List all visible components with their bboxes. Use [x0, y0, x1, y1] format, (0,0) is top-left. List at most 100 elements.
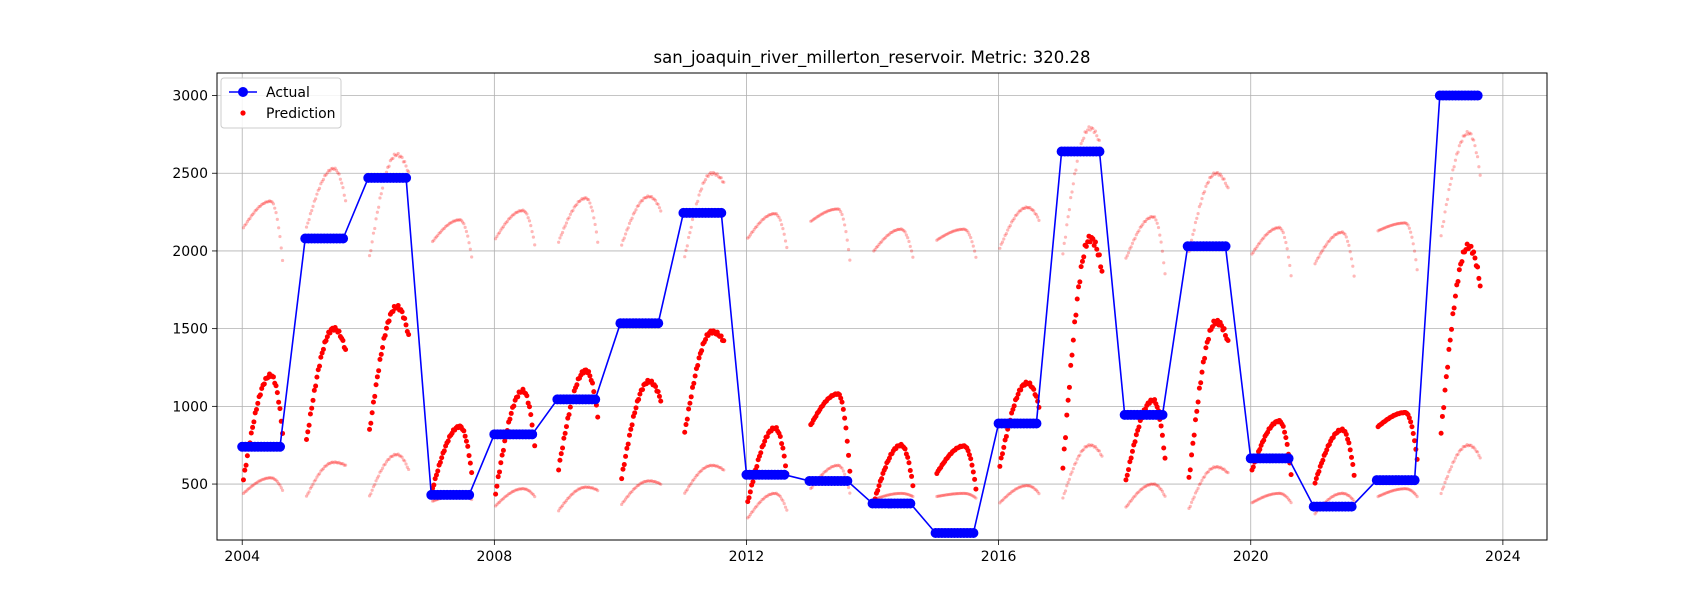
prediction-point	[685, 244, 689, 248]
prediction-point	[1073, 462, 1077, 466]
prediction-point	[751, 229, 755, 234]
actual-point	[1346, 501, 1357, 512]
prediction-point	[509, 490, 513, 495]
prediction-point	[261, 477, 265, 481]
prediction-point	[250, 424, 256, 430]
prediction-point	[568, 212, 572, 216]
prediction-point	[1255, 244, 1259, 248]
prediction-point	[563, 500, 567, 504]
prediction-point	[1217, 173, 1221, 177]
prediction-point	[1126, 251, 1131, 255]
prediction-point	[241, 226, 246, 230]
prediction-point	[241, 491, 246, 496]
prediction-point	[306, 492, 310, 496]
prediction-point	[1034, 212, 1038, 217]
prediction-point	[764, 215, 768, 219]
prediction-point	[1406, 487, 1410, 491]
prediction-point	[407, 467, 411, 472]
prediction-point	[1036, 490, 1040, 494]
prediction-point	[382, 463, 386, 467]
prediction-point	[512, 213, 516, 217]
prediction-point	[650, 194, 654, 199]
prediction-point	[1390, 489, 1394, 493]
prediction-point	[1442, 219, 1446, 224]
prediction-point	[965, 491, 969, 496]
prediction-point	[1340, 230, 1344, 234]
prediction-point	[1026, 484, 1031, 488]
prediction-point	[764, 494, 768, 498]
prediction-point	[1269, 492, 1274, 496]
prediction-point	[640, 387, 646, 393]
prediction-point	[643, 196, 647, 200]
prediction-point	[765, 214, 769, 219]
prediction-point	[403, 459, 407, 463]
prediction-point	[997, 463, 1003, 469]
prediction-point	[576, 487, 580, 491]
prediction-point	[635, 204, 639, 208]
prediction-point	[718, 466, 722, 470]
prediction-point	[1129, 245, 1133, 249]
prediction-point	[1405, 222, 1409, 226]
prediction-point	[827, 209, 831, 213]
prediction-point	[559, 505, 563, 509]
prediction-point	[507, 492, 511, 496]
prediction-point	[711, 463, 715, 467]
prediction-point	[1132, 238, 1136, 242]
prediction-point	[1067, 477, 1072, 481]
prediction-point	[1030, 208, 1035, 212]
prediction-point	[1015, 213, 1019, 217]
prediction-point	[774, 212, 779, 216]
prediction-point	[503, 222, 507, 226]
prediction-point	[1332, 493, 1337, 497]
prediction-point	[1397, 487, 1401, 491]
prediction-point	[1088, 128, 1092, 132]
prediction-point	[470, 255, 474, 259]
prediction-point	[1016, 211, 1020, 215]
prediction-point	[1139, 487, 1144, 491]
prediction-point	[378, 196, 382, 200]
actual-point	[905, 498, 916, 509]
prediction-point	[580, 197, 584, 201]
prediction-point	[709, 171, 713, 175]
prediction-point	[1008, 224, 1012, 228]
prediction-point	[948, 230, 952, 235]
prediction-point	[1160, 489, 1165, 494]
prediction-point	[882, 237, 886, 241]
prediction-point	[1218, 172, 1222, 176]
prediction-point	[567, 216, 571, 220]
prediction-point	[267, 476, 272, 480]
prediction-point	[648, 195, 652, 199]
prediction-point	[1142, 220, 1146, 224]
prediction-point	[446, 223, 450, 227]
prediction-point	[710, 172, 714, 177]
prediction-point	[270, 200, 274, 204]
prediction-point	[935, 238, 939, 242]
prediction-point	[1349, 496, 1354, 500]
prediction-point	[462, 433, 468, 439]
prediction-point	[1456, 150, 1460, 154]
prediction-point	[1263, 494, 1267, 498]
prediction-point	[375, 210, 379, 214]
prediction-point	[1260, 237, 1265, 241]
prediction-point	[781, 453, 787, 459]
prediction-point	[1012, 488, 1016, 492]
prediction-point	[430, 239, 435, 244]
prediction-point	[261, 202, 265, 206]
prediction-point	[1460, 447, 1464, 451]
prediction-point	[827, 466, 831, 471]
prediction-point	[1382, 492, 1387, 496]
prediction-point	[695, 363, 701, 369]
prediction-point	[753, 505, 758, 509]
prediction-point	[439, 455, 445, 461]
prediction-point	[531, 493, 535, 497]
prediction-point	[441, 227, 445, 231]
prediction-point	[752, 507, 756, 511]
prediction-point	[469, 470, 475, 476]
prediction-point	[1222, 467, 1226, 471]
prediction-point	[264, 200, 268, 204]
prediction-point	[567, 404, 573, 410]
prediction-point	[881, 238, 885, 242]
prediction-point	[445, 438, 451, 444]
prediction-point	[1334, 232, 1338, 237]
prediction-point	[720, 467, 725, 472]
